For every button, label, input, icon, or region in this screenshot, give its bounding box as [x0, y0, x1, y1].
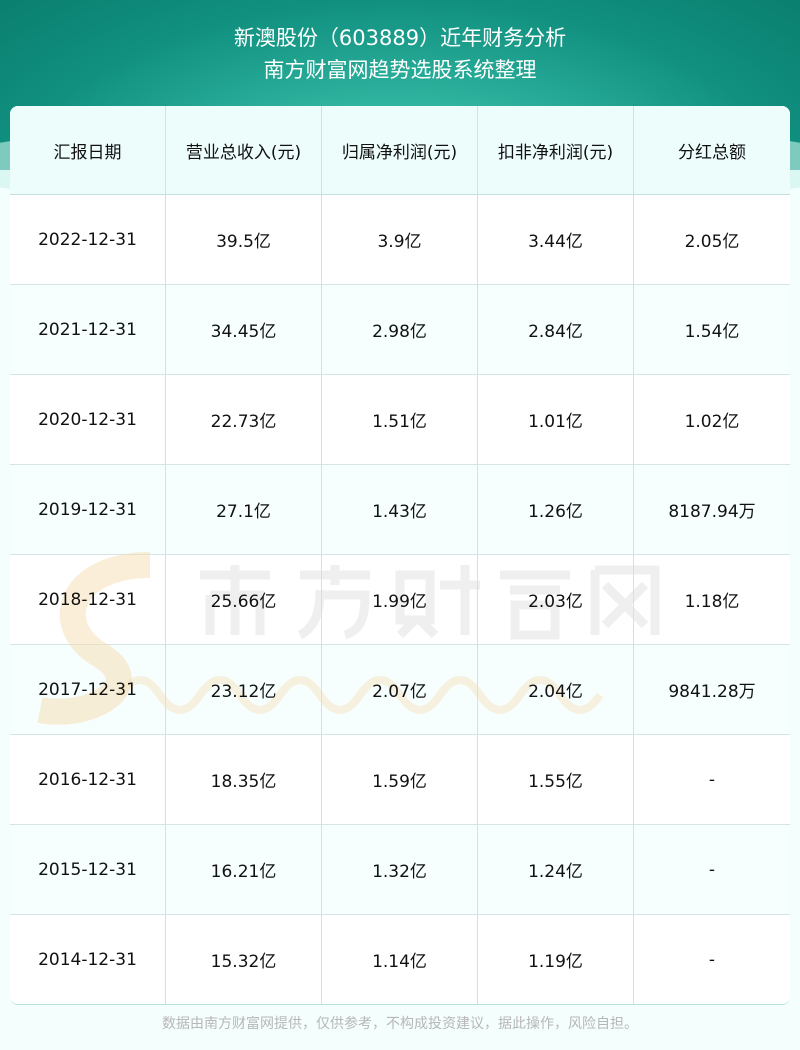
table-cell: 1.99亿 — [322, 555, 478, 644]
table-header-row: 汇报日期 营业总收入(元) 归属净利润(元) 扣非净利润(元) 分红总额 — [10, 106, 790, 195]
table-cell: 3.44亿 — [478, 195, 634, 284]
table-cell: 2.03亿 — [478, 555, 634, 644]
page-title: 新澳股份（603889）近年财务分析 南方财富网趋势选股系统整理 — [0, 22, 800, 86]
table-cell: 2022-12-31 — [10, 195, 166, 284]
table-cell: 1.24亿 — [478, 825, 634, 914]
table-cell: 16.21亿 — [166, 825, 322, 914]
table-cell: 1.51亿 — [322, 375, 478, 464]
table-cell: 2.07亿 — [322, 645, 478, 734]
table-cell: 1.43亿 — [322, 465, 478, 554]
table-cell: 18.35亿 — [166, 735, 322, 824]
table-cell: - — [708, 769, 716, 790]
table-row: 2020-12-31 22.73亿 1.51亿 1.01亿 1.02亿 — [10, 375, 790, 465]
table-row: 2015-12-31 16.21亿 1.32亿 1.24亿 - — [10, 825, 790, 915]
column-header: 营业总收入(元) — [166, 106, 322, 194]
table-cell: 2016-12-31 — [10, 735, 166, 824]
table-cell: 3.9亿 — [322, 195, 478, 284]
table-row: 2019-12-31 27.1亿 1.43亿 1.26亿 8187.94万 — [10, 465, 790, 555]
table-row: 2021-12-31 34.45亿 2.98亿 2.84亿 1.54亿 — [10, 285, 790, 375]
table-cell: 1.18亿 — [684, 592, 740, 612]
table-cell: 2.05亿 — [684, 232, 740, 252]
table-cell: 1.54亿 — [684, 322, 740, 342]
table-cell: 2015-12-31 — [10, 825, 166, 914]
table-cell: - — [708, 859, 716, 880]
table-cell: 2.98亿 — [322, 285, 478, 374]
title-line-1: 新澳股份（603889）近年财务分析 — [233, 26, 567, 50]
table-cell: 22.73亿 — [166, 375, 322, 464]
column-header: 分红总额 — [678, 142, 746, 163]
table-cell: 34.45亿 — [166, 285, 322, 374]
table-cell: 1.19亿 — [478, 915, 634, 1004]
table-cell: 27.1亿 — [166, 465, 322, 554]
table-cell: 2014-12-31 — [10, 915, 166, 1004]
table-cell: 1.59亿 — [322, 735, 478, 824]
table-row: 2014-12-31 15.32亿 1.14亿 1.19亿 - — [10, 915, 790, 1004]
title-line-2: 南方财富网趋势选股系统整理 — [263, 58, 537, 82]
table-row: 2016-12-31 18.35亿 1.59亿 1.55亿 - — [10, 735, 790, 825]
table-cell: 15.32亿 — [166, 915, 322, 1004]
column-header: 归属净利润(元) — [322, 106, 478, 194]
column-header: 扣非净利润(元) — [478, 106, 634, 194]
table-cell: 1.55亿 — [478, 735, 634, 824]
financial-table: 汇报日期 营业总收入(元) 归属净利润(元) 扣非净利润(元) 分红总额 2022-12… — [10, 106, 790, 1005]
table-cell: 1.32亿 — [322, 825, 478, 914]
table-row: 2017-12-31 23.12亿 2.07亿 2.04亿 9841.28万 — [10, 645, 790, 735]
table-cell: 1.26亿 — [478, 465, 634, 554]
table-cell: - — [708, 949, 716, 970]
table-cell: 2020-12-31 — [10, 375, 166, 464]
table-cell: 1.01亿 — [478, 375, 634, 464]
table-row: 2022-12-31 39.5亿 3.9亿 3.44亿 2.05亿 — [10, 195, 790, 285]
table-cell: 2018-12-31 — [10, 555, 166, 644]
table-cell: 8187.94万 — [668, 502, 756, 522]
table-cell: 9841.28万 — [668, 682, 756, 702]
table-cell: 1.14亿 — [322, 915, 478, 1004]
table-cell: 25.66亿 — [166, 555, 322, 644]
table-cell: 2021-12-31 — [10, 285, 166, 374]
table-cell: 2.84亿 — [478, 285, 634, 374]
table-cell: 1.02亿 — [684, 412, 740, 432]
column-header: 汇报日期 — [10, 106, 166, 194]
table-cell: 23.12亿 — [166, 645, 322, 734]
table-cell: 2.04亿 — [478, 645, 634, 734]
table-cell: 2019-12-31 — [10, 465, 166, 554]
table-row: 2018-12-31 25.66亿 1.99亿 2.03亿 1.18亿 — [10, 555, 790, 645]
disclaimer: 数据由南方财富网提供，仅供参考，不构成投资建议，据此操作，风险自担。 — [162, 1016, 638, 1032]
table-cell: 2017-12-31 — [10, 645, 166, 734]
table-cell: 39.5亿 — [166, 195, 322, 284]
